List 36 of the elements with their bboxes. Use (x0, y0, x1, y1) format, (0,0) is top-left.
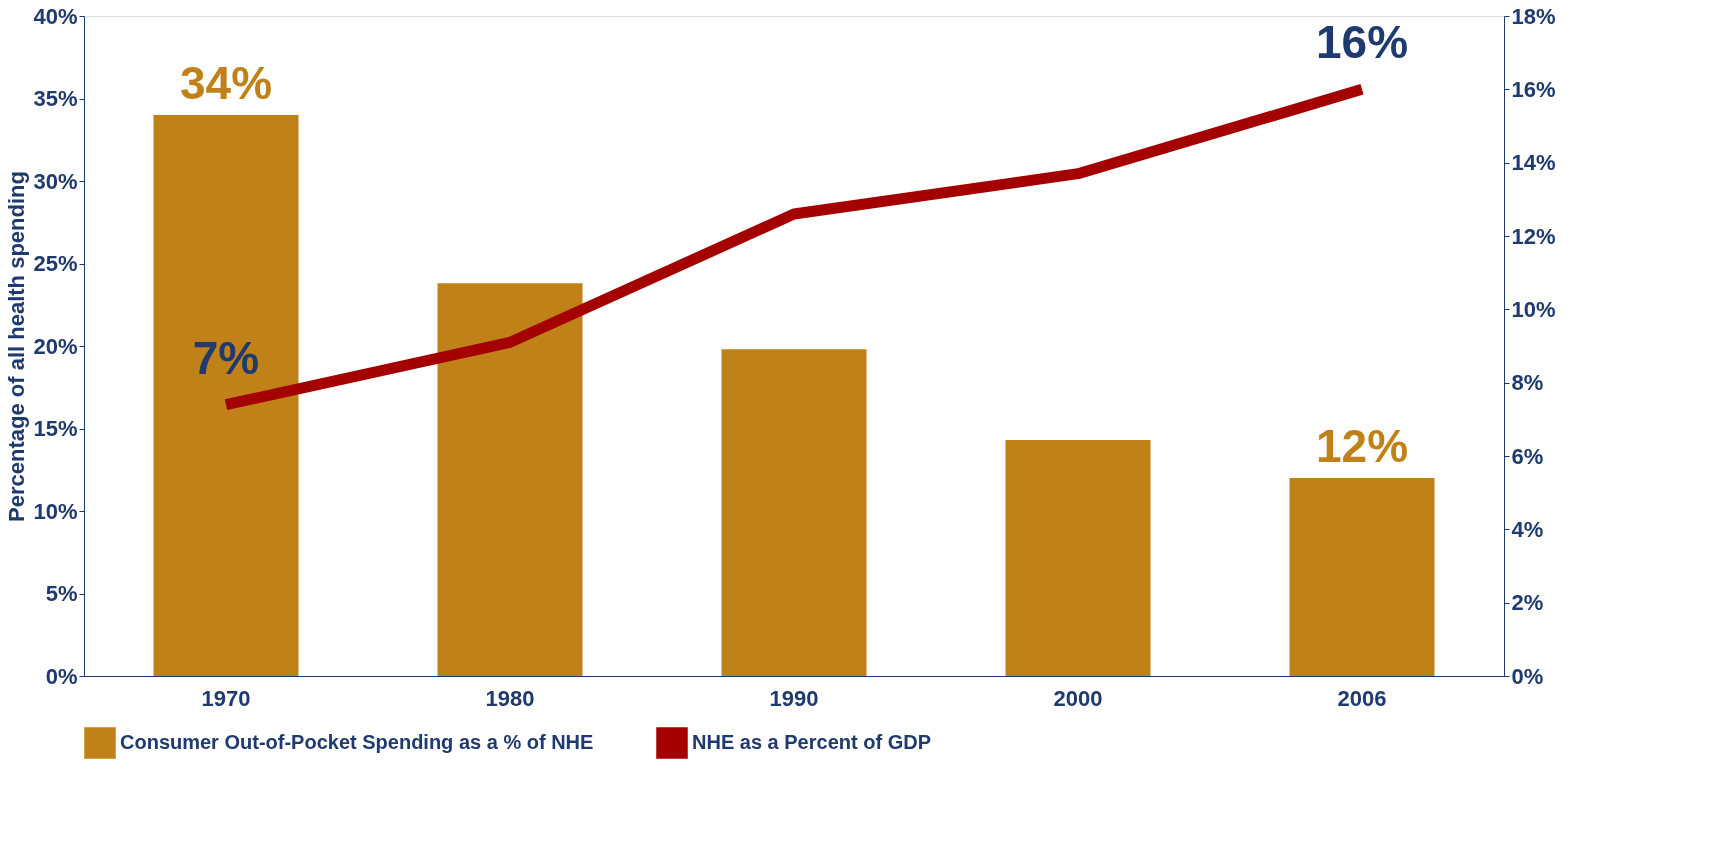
y2-tick-label: 4% (1511, 516, 1544, 542)
data-label: 16% (1315, 16, 1409, 69)
y-tick-label: 5% (45, 581, 78, 606)
y-tick-label: 0% (45, 663, 78, 689)
y-tick-label: 30% (33, 168, 78, 194)
data-label: 34% (179, 57, 273, 109)
y2-tick-label: 10% (1511, 296, 1556, 322)
y2-tick-label: 8% (1511, 370, 1544, 396)
y-axis-title: Percentage of all health spending (4, 171, 30, 522)
bar (437, 283, 583, 676)
y2-tick-label: 0% (1511, 663, 1544, 689)
y2-tick-label: 2% (1511, 590, 1544, 616)
y-tick-label: 10% (33, 498, 78, 524)
x-tick-label: 2006 (1337, 685, 1387, 711)
y-tick-label: 25% (33, 251, 78, 276)
legend-label: Consumer Out-of-Pocket Spending as a % of NHE (120, 731, 594, 753)
bar (1005, 440, 1151, 676)
y-tick-label: 40% (33, 3, 78, 29)
y-tick-label: 20% (33, 333, 78, 359)
x-tick-label: 1990 (769, 685, 819, 711)
y2-tick-label: 14% (1511, 150, 1556, 176)
legend-label: NHE as a Percent of GDP (692, 731, 931, 753)
y2-tick-label: 18% (1511, 3, 1556, 29)
y2-tick-label: 6% (1511, 443, 1544, 469)
x-tick-label: 1980 (485, 685, 535, 711)
y-tick-label: 15% (33, 416, 78, 441)
x-tick-label: 1970 (201, 685, 251, 711)
y2-tick-label: 12% (1511, 223, 1556, 249)
x-tick-label: 2000 (1053, 685, 1103, 711)
y-tick-label: 35% (33, 86, 78, 111)
data-label: 7% (192, 331, 260, 384)
y2-tick-label: 16% (1511, 76, 1556, 102)
bar (153, 115, 299, 676)
bar (721, 349, 867, 676)
bar (1289, 478, 1435, 676)
data-label: 12% (1315, 420, 1409, 472)
